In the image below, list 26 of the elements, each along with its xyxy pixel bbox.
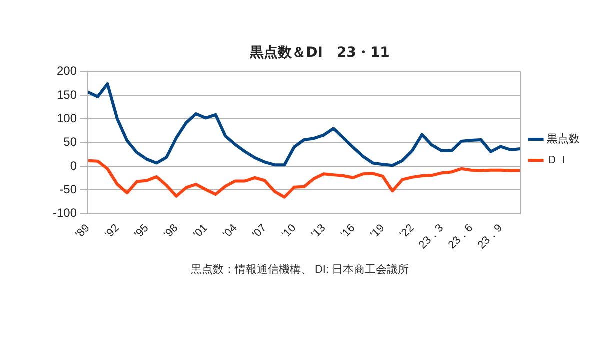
x-tick-label: 23．9 [476,222,506,252]
x-tick-label: '19 [368,222,388,241]
y-tick-label: 150 [56,88,78,102]
chart-title: 黒点数＆DI 23・11 [249,45,390,62]
x-tick-label: '01 [192,222,210,241]
x-tick-label: 23．6 [446,222,476,252]
legend-label: 黒点数 [547,132,580,146]
x-tick-label: '10 [280,222,299,241]
x-tick-label: '92 [103,222,122,241]
y-tick-label: -50 [60,182,78,197]
legend-label: ＤＩ [547,154,569,167]
x-tick-label: '07 [250,222,270,241]
y-tick-label: -100 [52,206,78,220]
x-tick-label: '89 [74,222,92,241]
x-tick-label: '13 [310,222,328,241]
x-tick-label: '98 [162,222,181,241]
y-tick-label: 50 [64,135,78,150]
text: 黒点数：情報通信機構、 DI: 日本商工会議所 [190,262,410,277]
y-tick-label: 200 [56,64,78,78]
x-tick-label: '95 [132,222,152,241]
x-tick-label: '16 [339,222,358,241]
x-tick-label: 23．3 [416,222,446,252]
y-tick-label: 100 [56,111,78,126]
x-tick-label: '22 [398,222,417,241]
x-tick-label: '04 [221,222,240,241]
y-tick-label: 0 [70,158,78,173]
